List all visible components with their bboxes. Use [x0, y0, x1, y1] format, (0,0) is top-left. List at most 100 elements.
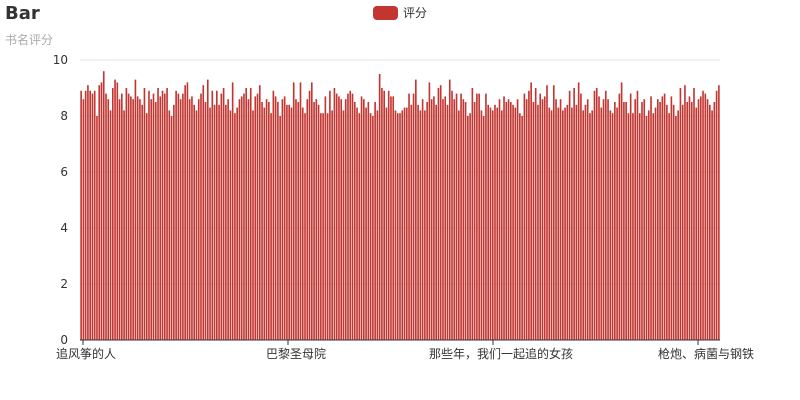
bar [578, 82, 580, 340]
bar [714, 102, 716, 340]
bar [652, 113, 654, 340]
bar [316, 99, 318, 340]
bar [528, 91, 530, 340]
bar [551, 110, 553, 340]
bar [264, 108, 266, 340]
bar [128, 94, 130, 340]
bar [623, 102, 625, 340]
bar [96, 116, 98, 340]
bar [401, 110, 403, 340]
bar [89, 91, 91, 340]
bar [218, 105, 220, 340]
bar [689, 96, 691, 340]
bar [123, 110, 125, 340]
bar [671, 96, 673, 340]
bar [166, 88, 168, 340]
bar [539, 94, 541, 340]
y-tick-label: 4 [60, 221, 68, 235]
bar [490, 108, 492, 340]
bar [510, 102, 512, 340]
x-tick-label: 追风筝的人 [56, 346, 116, 361]
bar [257, 94, 259, 340]
bar [340, 99, 342, 340]
bar [107, 99, 109, 340]
bar [650, 96, 652, 340]
bar [270, 113, 272, 340]
bar [388, 91, 390, 340]
bar [236, 108, 238, 340]
bar [259, 85, 261, 340]
bar [607, 99, 609, 340]
bar [512, 105, 514, 340]
bar [365, 108, 367, 340]
bar [302, 108, 304, 340]
bar [304, 113, 306, 340]
bar [148, 91, 150, 340]
bar [569, 91, 571, 340]
bar [420, 110, 422, 340]
bar [381, 88, 383, 340]
bar [576, 105, 578, 340]
bar [198, 99, 200, 340]
bar [673, 105, 675, 340]
bar [284, 96, 286, 340]
bar [458, 110, 460, 340]
bar [182, 94, 184, 340]
bar [711, 110, 713, 340]
bar [250, 88, 252, 340]
bar [293, 82, 295, 340]
bar [110, 110, 112, 340]
bar [313, 102, 315, 340]
bar [680, 88, 682, 340]
bars [80, 71, 719, 340]
bar [641, 102, 643, 340]
bar [372, 116, 374, 340]
bar [139, 99, 141, 340]
bar [352, 94, 354, 340]
bar [503, 96, 505, 340]
bar [501, 110, 503, 340]
bar [530, 82, 532, 340]
bar [555, 99, 557, 340]
bar [320, 113, 322, 340]
x-tick-label: 那些年，我们一起追的女孩 [429, 346, 573, 361]
bar [526, 99, 528, 340]
bar [505, 102, 507, 340]
bar [682, 105, 684, 340]
bar [234, 113, 236, 340]
bar [413, 94, 415, 340]
bar [370, 113, 372, 340]
bar [596, 88, 598, 340]
bar [664, 94, 666, 340]
bar [155, 102, 157, 340]
bar [105, 94, 107, 340]
bar [521, 116, 523, 340]
x-tick-label: 巴黎圣母院 [266, 347, 326, 361]
bar [702, 91, 704, 340]
bar [261, 102, 263, 340]
bar [223, 88, 225, 340]
bar [268, 102, 270, 340]
bar [202, 85, 204, 340]
bar [598, 96, 600, 340]
bar [146, 113, 148, 340]
bar [184, 85, 186, 340]
bar [560, 99, 562, 340]
bar [159, 96, 161, 340]
bar [553, 85, 555, 340]
bar [589, 113, 591, 340]
bar [508, 99, 510, 340]
bar [279, 116, 281, 340]
bar [408, 94, 410, 340]
bar [189, 99, 191, 340]
bar [517, 99, 519, 340]
bar [114, 80, 116, 340]
bar [444, 96, 446, 340]
bar [209, 108, 211, 340]
bar [698, 99, 700, 340]
bar [318, 105, 320, 340]
bar [392, 96, 394, 340]
bar [83, 99, 85, 340]
bar [677, 110, 679, 340]
bar [135, 80, 137, 340]
